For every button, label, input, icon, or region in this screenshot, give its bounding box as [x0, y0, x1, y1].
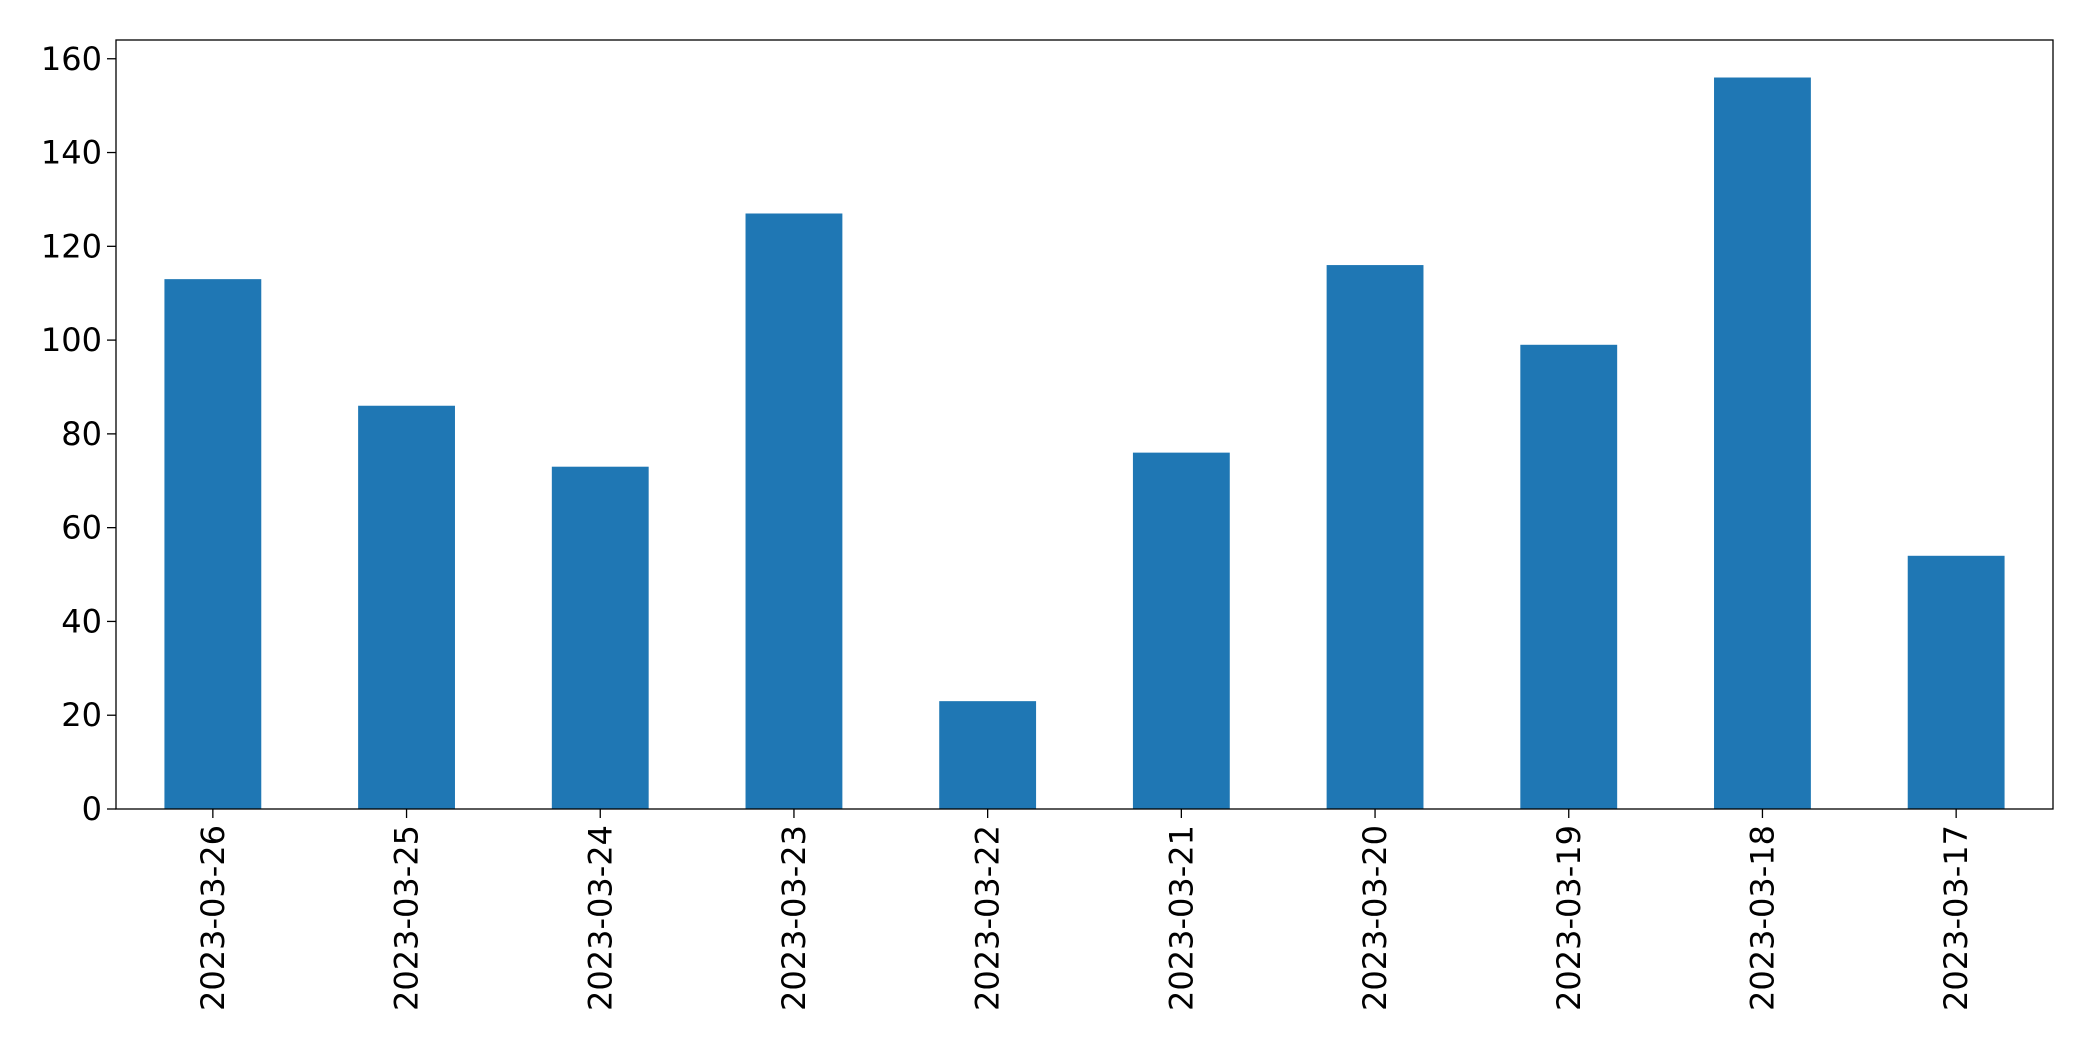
bar	[1326, 265, 1424, 809]
bar	[745, 213, 843, 809]
y-tick-label: 120	[41, 227, 102, 265]
bar	[164, 279, 262, 809]
y-tick-label: 20	[61, 696, 102, 734]
y-tick-label: 80	[61, 415, 102, 453]
x-tick-label: 2023-03-19	[1550, 825, 1588, 1011]
bar	[1907, 555, 2005, 809]
x-tick-label: 2023-03-24	[581, 825, 619, 1011]
axes-frame	[115, 39, 2054, 810]
x-tick-label: 2023-03-25	[388, 825, 426, 1011]
y-tick-label: 160	[41, 40, 102, 78]
y-tick-label: 60	[61, 509, 102, 547]
x-tick-label: 2023-03-21	[1162, 825, 1200, 1011]
y-tick-label: 100	[41, 321, 102, 359]
x-tick-label: 2023-03-20	[1356, 825, 1394, 1011]
x-tick-label: 2023-03-23	[775, 825, 813, 1011]
bar	[1132, 452, 1230, 809]
bar	[358, 405, 455, 809]
y-tick-label: 140	[41, 134, 102, 172]
bar	[1714, 77, 1811, 809]
bar	[551, 466, 649, 809]
x-tick-label: 2023-03-22	[969, 825, 1007, 1011]
x-tick-label: 2023-03-17	[1937, 825, 1975, 1011]
bar	[1520, 344, 1618, 809]
x-tick-label: 2023-03-26	[194, 825, 232, 1011]
y-tick-label: 0	[82, 790, 102, 828]
y-tick-label: 40	[61, 602, 102, 640]
bar	[939, 701, 1037, 809]
x-tick-label: 2023-03-18	[1743, 825, 1781, 1011]
